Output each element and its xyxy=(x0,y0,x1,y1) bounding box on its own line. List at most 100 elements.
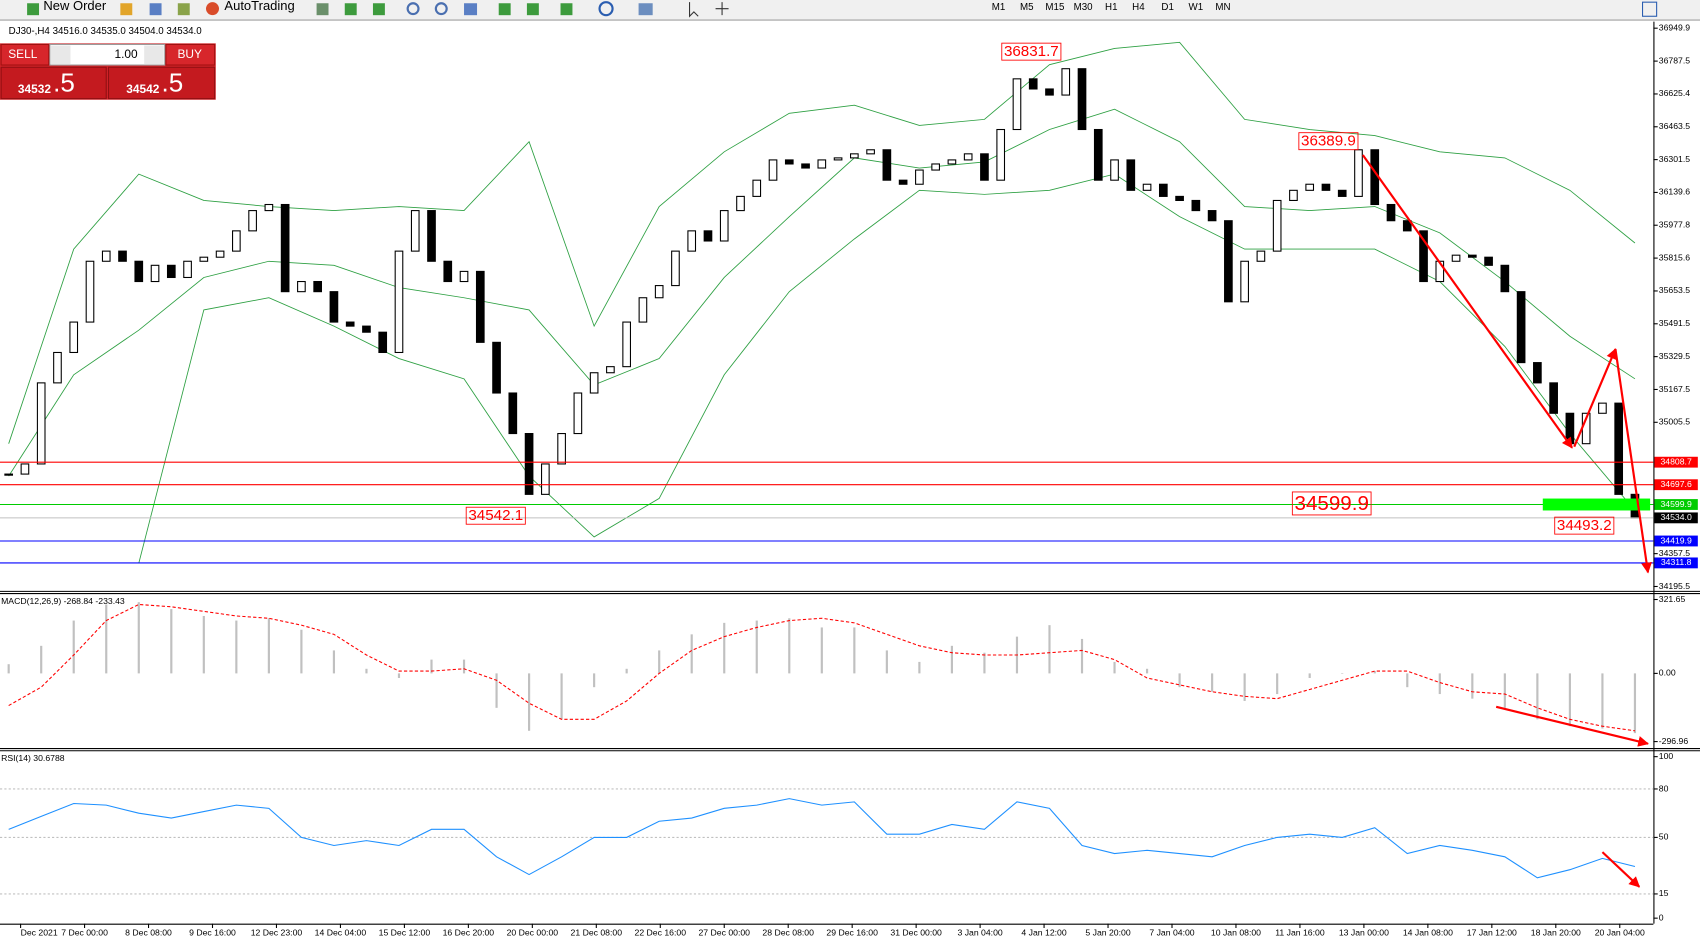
timeframe-button[interactable]: D1 xyxy=(1161,2,1173,13)
candle xyxy=(768,159,778,181)
y-tick-label: 35653.5 xyxy=(1659,285,1690,295)
x-tick-label: 7 Dec 00:00 xyxy=(61,928,108,938)
volume-field[interactable] xyxy=(49,43,166,66)
crosshair-icon[interactable] xyxy=(715,2,729,16)
candle xyxy=(963,153,973,161)
macd-bar xyxy=(267,618,270,674)
y-tick-label: -296.96 xyxy=(1659,736,1689,746)
toolbar-icon[interactable] xyxy=(560,3,573,16)
toolbar-icon[interactable] xyxy=(372,3,385,16)
candle xyxy=(1598,402,1607,414)
volume-up[interactable] xyxy=(144,45,164,64)
timeframe-button[interactable]: M5 xyxy=(1020,2,1034,13)
candle xyxy=(1549,382,1558,414)
macd-bar xyxy=(40,645,43,674)
one-click-trading: SELL 1.00 BUY 34532 .5 34542 .5 xyxy=(0,43,216,100)
sell-label[interactable]: SELL xyxy=(8,47,38,61)
autotrading-icon[interactable] xyxy=(205,2,220,16)
candle xyxy=(1191,199,1201,212)
x-tick-label: 12 Dec 23:00 xyxy=(251,928,303,938)
timeframe-button[interactable]: M30 xyxy=(1074,2,1094,13)
annotation-box xyxy=(1298,132,1359,151)
new-order-icon[interactable] xyxy=(27,3,40,16)
annotation-box xyxy=(1554,516,1615,535)
macd-bar xyxy=(1438,673,1441,695)
macd-bar xyxy=(1373,671,1376,674)
macd-bar xyxy=(918,661,921,674)
candle xyxy=(1419,230,1428,283)
sell-price[interactable]: 34532 xyxy=(18,82,51,96)
candle xyxy=(1240,260,1249,303)
macd-bar xyxy=(1568,673,1571,727)
timeframe-button[interactable]: M1 xyxy=(992,2,1006,13)
x-tick-label: 18 Jan 20:00 xyxy=(1531,928,1581,938)
new-order-button[interactable]: New Order xyxy=(43,0,107,13)
candle xyxy=(866,149,875,155)
timeframe-button[interactable]: W1 xyxy=(1189,2,1204,13)
macd-bar xyxy=(1048,625,1051,674)
toolbar-icon[interactable] xyxy=(177,3,190,16)
sell-price-pips[interactable]: .5 xyxy=(53,67,75,97)
buy-price-box[interactable] xyxy=(107,66,216,100)
candle xyxy=(573,392,583,435)
timeframe-button[interactable]: H4 xyxy=(1132,2,1145,13)
y-tick-label: 35977.8 xyxy=(1659,220,1690,230)
toolbar-icon[interactable] xyxy=(120,3,133,16)
volume-value[interactable]: 1.00 xyxy=(115,47,139,61)
toolbar-icon[interactable] xyxy=(344,3,357,16)
autotrading-button[interactable]: AutoTrading xyxy=(224,0,294,13)
price-level-label: 34697.6 xyxy=(1660,479,1691,489)
x-tick-label: 7 Jan 04:00 xyxy=(1149,928,1194,938)
trend-arrow xyxy=(1614,348,1652,574)
sell-button[interactable] xyxy=(0,43,50,66)
buy-label[interactable]: BUY xyxy=(177,47,202,61)
candle xyxy=(1321,183,1331,191)
buy-button[interactable] xyxy=(165,43,216,66)
macd-bar xyxy=(885,650,888,674)
zoom-out-icon[interactable] xyxy=(434,2,448,16)
candle xyxy=(654,285,664,299)
zoom-in-icon[interactable] xyxy=(406,2,420,16)
x-tick-label: 20 Jan 04:00 xyxy=(1595,928,1645,938)
x-tick-label: 28 Dec 08:00 xyxy=(762,928,814,938)
price-annotation: 34493.2 xyxy=(1557,517,1612,534)
candle xyxy=(1500,264,1510,293)
candle xyxy=(166,264,176,279)
cursor-icon[interactable] xyxy=(688,2,699,18)
candle xyxy=(1142,183,1152,191)
price-level-label: 34311.8 xyxy=(1661,557,1692,567)
candle xyxy=(1158,183,1168,197)
macd-bar xyxy=(658,650,661,674)
candle xyxy=(1126,159,1136,191)
toolbar-icon[interactable] xyxy=(598,1,614,17)
y-tick-label: 50 xyxy=(1659,832,1669,842)
candle xyxy=(1354,149,1363,197)
toolbar-icon[interactable] xyxy=(149,3,162,16)
candle xyxy=(85,260,95,323)
candle xyxy=(1224,220,1233,303)
toolbar-icon[interactable] xyxy=(526,3,539,16)
price-annotation: 34599.9 xyxy=(1295,492,1369,515)
toolbar-icon[interactable] xyxy=(316,3,329,16)
y-tick-label: 36463.5 xyxy=(1659,121,1690,131)
y-tick-label: 80 xyxy=(1659,783,1669,793)
candle xyxy=(475,270,485,343)
timeframe-button[interactable]: MN xyxy=(1215,2,1230,13)
macd-bar xyxy=(593,673,596,688)
x-tick-label: 21 Dec 08:00 xyxy=(571,928,623,938)
buy-price[interactable]: 34542 xyxy=(126,82,159,96)
volume-down[interactable] xyxy=(50,45,71,64)
search-icon[interactable] xyxy=(1641,1,1658,17)
toolbar-icon[interactable] xyxy=(464,3,478,16)
candle xyxy=(801,163,810,169)
toolbar-icon[interactable] xyxy=(638,3,653,16)
candle xyxy=(280,203,290,293)
sell-price-box[interactable] xyxy=(0,66,107,100)
timeframe-button[interactable]: H1 xyxy=(1105,2,1117,13)
timeframe-button[interactable]: M15 xyxy=(1045,2,1065,13)
x-tick-label: 29 Dec 16:00 xyxy=(826,928,878,938)
y-tick-label: 34195.5 xyxy=(1659,581,1690,591)
buy-price-pips[interactable]: .5 xyxy=(162,67,184,97)
toolbar-icon[interactable] xyxy=(498,3,511,16)
x-tick-label: 11 Jan 16:00 xyxy=(1275,928,1325,938)
